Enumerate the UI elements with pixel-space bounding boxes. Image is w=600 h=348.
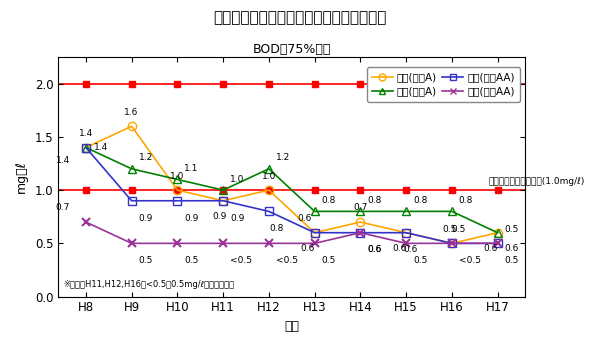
- Text: 1.4: 1.4: [56, 156, 70, 165]
- Text: 0.8: 0.8: [413, 196, 427, 205]
- Text: 1.0: 1.0: [230, 175, 244, 184]
- Text: 0.5: 0.5: [413, 256, 427, 265]
- Text: 1.0: 1.0: [170, 172, 185, 181]
- Text: 0.5: 0.5: [452, 225, 466, 234]
- Text: 0.5: 0.5: [442, 225, 457, 234]
- Text: <0.5: <0.5: [276, 256, 298, 265]
- Text: 0.9: 0.9: [230, 214, 244, 222]
- Text: 0.5: 0.5: [505, 225, 519, 234]
- Text: 0.7: 0.7: [56, 204, 70, 213]
- Text: 0.6: 0.6: [298, 214, 312, 223]
- Text: <0.5: <0.5: [230, 256, 252, 265]
- Text: 0.5: 0.5: [322, 256, 336, 265]
- Text: 1.4: 1.4: [94, 143, 109, 152]
- Title: BOD（75%値）: BOD（75%値）: [253, 43, 331, 56]
- Text: 0.9: 0.9: [184, 214, 199, 222]
- Text: 0.6: 0.6: [484, 244, 498, 253]
- Text: 0.6: 0.6: [367, 245, 382, 254]
- Text: 1.2: 1.2: [276, 153, 290, 163]
- Text: 0.6: 0.6: [392, 244, 406, 253]
- Legend: 田後(類型A), 小田(類型A), 大原(類型AA), 穴鴨(類型AA): 田後(類型A), 小田(類型A), 大原(類型AA), 穴鴨(類型AA): [367, 67, 520, 102]
- Text: 0.6: 0.6: [505, 244, 519, 253]
- Text: 1.4: 1.4: [79, 129, 93, 138]
- Text: 0.5: 0.5: [184, 256, 199, 265]
- Text: 0.8: 0.8: [269, 224, 283, 233]
- X-axis label: 年度: 年度: [284, 320, 299, 333]
- Text: 0.8: 0.8: [322, 196, 336, 205]
- Text: 類型A：環境基準値(2.0mg/ℓ): 類型A：環境基準値(2.0mg/ℓ): [401, 69, 493, 78]
- Text: 類型ＡＡ：環境基準値(1.0mg/ℓ): 類型ＡＡ：環境基準値(1.0mg/ℓ): [488, 177, 585, 186]
- Text: 0.6: 0.6: [301, 244, 315, 253]
- Text: 天神川水系の年度別水質環境基準達成状況: 天神川水系の年度別水質環境基準達成状況: [214, 10, 386, 25]
- Text: 1.0: 1.0: [262, 172, 276, 181]
- Text: 0.6: 0.6: [367, 245, 382, 254]
- Text: 0.5: 0.5: [505, 256, 519, 265]
- Text: ※穴鴨のH11,H12,H16の<0.5は0.5mg/ℓ未満を示す。: ※穴鴨のH11,H12,H16の<0.5は0.5mg/ℓ未満を示す。: [63, 280, 234, 290]
- Text: 0.8: 0.8: [459, 196, 473, 205]
- Text: 0.7: 0.7: [353, 204, 368, 213]
- Text: 0.9: 0.9: [139, 214, 153, 222]
- Text: 1.2: 1.2: [139, 153, 153, 163]
- Text: 1.1: 1.1: [184, 164, 199, 173]
- Text: 1.6: 1.6: [124, 108, 139, 117]
- Text: 0.5: 0.5: [139, 256, 153, 265]
- Y-axis label: mg／ℓ: mg／ℓ: [15, 160, 28, 193]
- Text: 0.8: 0.8: [367, 196, 382, 205]
- Text: 0.6: 0.6: [404, 245, 418, 254]
- Text: 0.9: 0.9: [212, 213, 227, 221]
- Text: <0.5: <0.5: [459, 256, 481, 265]
